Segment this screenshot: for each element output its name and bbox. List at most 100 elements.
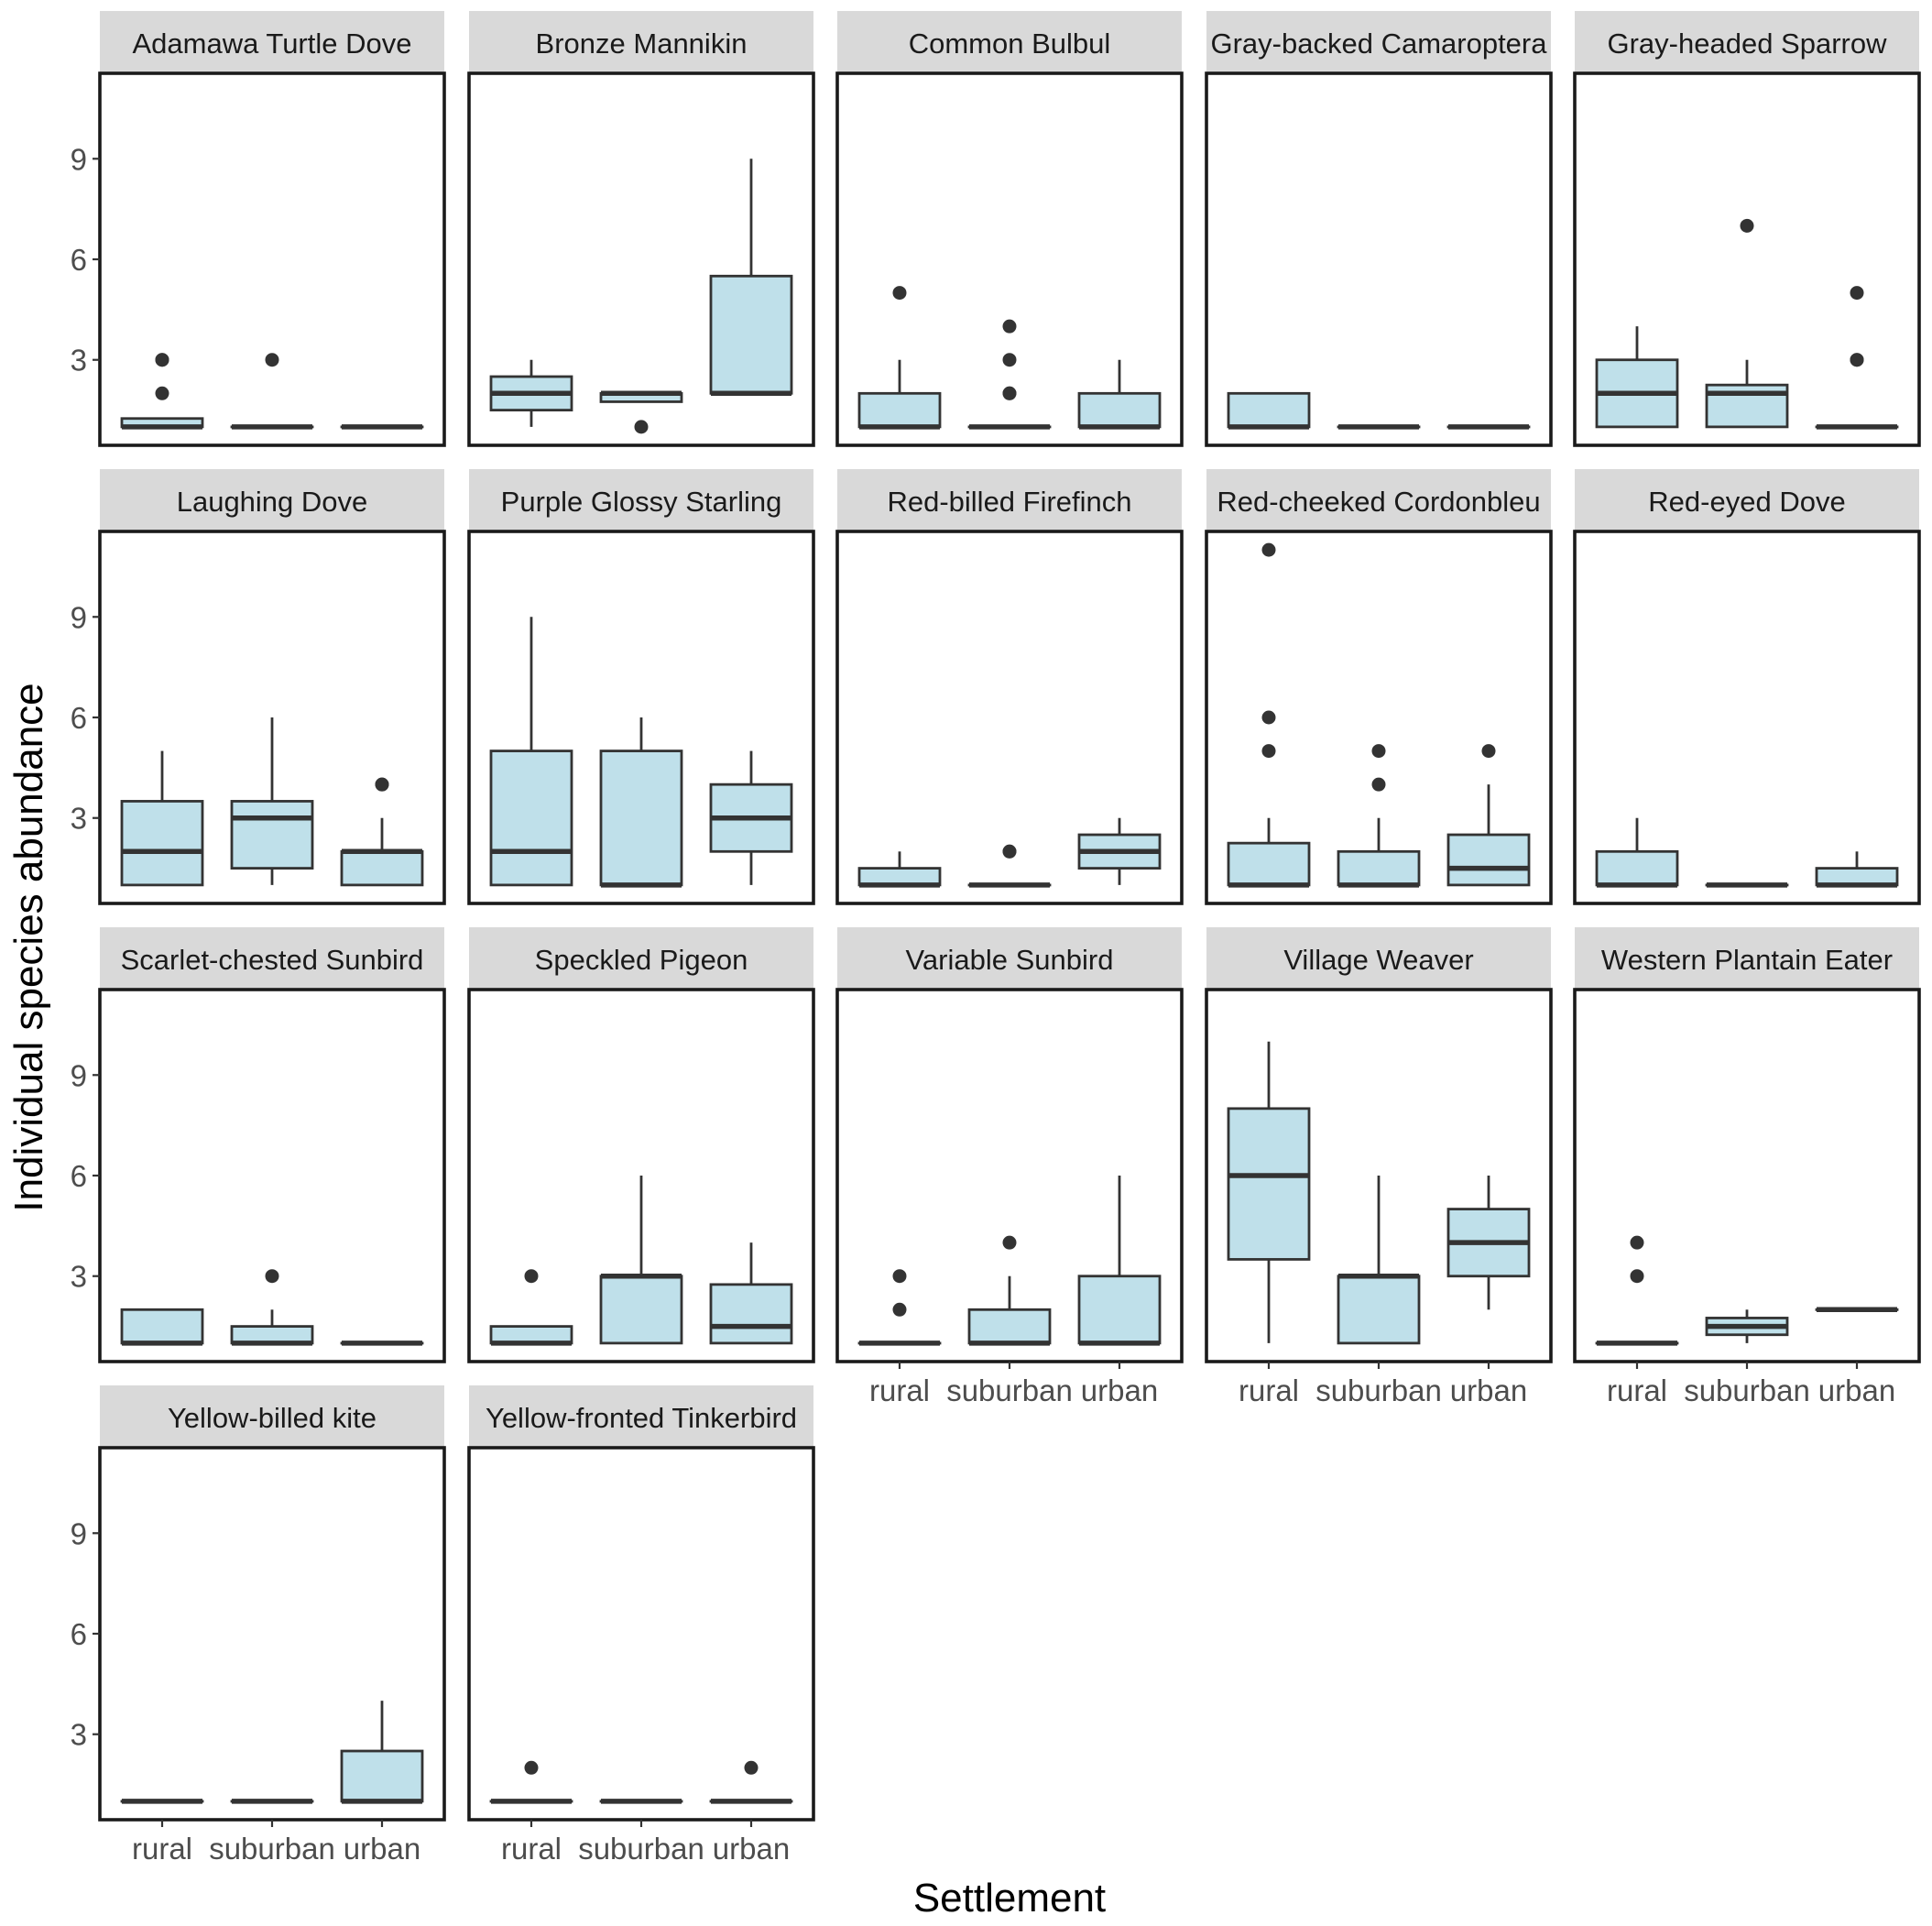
y-tick-label: 3: [71, 802, 87, 836]
box-rural: [489, 1269, 573, 1346]
facet-panel: Gray-backed Camaroptera: [1205, 11, 1553, 447]
box-suburban: [599, 717, 683, 888]
x-tick-label: suburban: [578, 1832, 704, 1866]
outlier-point: [155, 386, 169, 400]
box-urban: [709, 1242, 793, 1345]
box-rural: [1595, 326, 1679, 429]
box-rural: [120, 750, 204, 887]
facet-strip: [1206, 469, 1551, 531]
outlier-point: [1261, 542, 1276, 557]
y-tick-label: 9: [71, 142, 87, 176]
x-tick-label: urban: [1450, 1373, 1527, 1407]
facet-title: Purple Glossy Starling: [501, 486, 782, 518]
box-suburban: [599, 1176, 683, 1345]
facet-strip: [100, 927, 444, 990]
y-tick-label: 3: [71, 1718, 87, 1752]
facet-panel: Laughing Dove 3 6 9: [71, 469, 446, 905]
y-tick-label: 3: [71, 1260, 87, 1294]
facet-title: Variable Sunbird: [906, 944, 1114, 976]
facet-panel: Village Weaver rural suburban urban: [1205, 927, 1553, 1407]
facet-title: Red-cheeked Cordonbleu: [1217, 486, 1540, 518]
facet-panel: Yellow-fronted Tinkerbird rural suburban ur…: [467, 1385, 815, 1866]
iqr-box: [1337, 849, 1421, 887]
outlier-point: [892, 286, 907, 301]
outlier-point: [1261, 710, 1276, 725]
facet-strip: [1206, 11, 1551, 73]
panel-background: [1206, 73, 1551, 445]
box-rural: [1595, 817, 1679, 888]
panel-border: [1205, 71, 1553, 447]
box-rural: [120, 1308, 204, 1346]
box-urban: [709, 750, 793, 885]
y-tick-label: 9: [71, 1516, 87, 1550]
outlier-point: [1002, 386, 1017, 400]
panels-layer: Adamawa Turtle Dove 3 6 9 Bronze Mannikin Com…: [71, 11, 1921, 1866]
panel-border: [467, 71, 815, 447]
iqr-box: [340, 1749, 424, 1803]
outlier-point: [892, 1269, 907, 1284]
box-urban: [1446, 744, 1531, 887]
box-suburban: [1705, 218, 1789, 429]
y-tick-label: 6: [71, 243, 87, 277]
facet-panel: Bronze Mannikin: [467, 11, 815, 447]
facet-panel: Red-cheeked Cordonbleu: [1205, 469, 1553, 905]
outlier-point: [375, 777, 389, 792]
facet-panel: Red-eyed Dove: [1573, 469, 1921, 905]
iqr-box: [120, 1308, 204, 1345]
box-rural: [489, 1760, 573, 1804]
facet-title: Speckled Pigeon: [535, 944, 748, 976]
box-suburban: [967, 319, 1052, 430]
box-urban: [1815, 851, 1899, 888]
outlier-point: [1481, 744, 1496, 759]
facet-title: Common Bulbul: [909, 27, 1111, 60]
box-suburban: [1337, 744, 1421, 888]
box-suburban: [599, 390, 683, 434]
box-urban: [1077, 817, 1162, 885]
facet-strip: [837, 927, 1182, 990]
x-tick-label: suburban: [1315, 1373, 1442, 1407]
panel-background: [1575, 990, 1919, 1362]
x-tick-label: urban: [1818, 1373, 1895, 1407]
outlier-point: [1371, 744, 1386, 759]
outlier-point: [524, 1269, 539, 1284]
facet-title: Yellow-billed kite: [168, 1402, 377, 1434]
box-suburban: [1705, 1309, 1789, 1343]
x-tick-label: rural: [132, 1832, 192, 1866]
facet-strip: [469, 1385, 813, 1448]
facet-strip: [1575, 11, 1919, 73]
facet-panel: Purple Glossy Starling: [467, 469, 815, 905]
panel-border: [1205, 530, 1553, 905]
facet-title: Adamawa Turtle Dove: [133, 27, 412, 60]
iqr-box: [1227, 1107, 1311, 1261]
iqr-box: [340, 849, 424, 887]
facet-title: Scarlet-chested Sunbird: [121, 944, 424, 976]
facet-title: Gray-backed Camaroptera: [1211, 27, 1548, 60]
y-tick-label: 9: [71, 1058, 87, 1092]
box-suburban: [967, 844, 1052, 888]
facet-strip: [837, 469, 1182, 531]
panel-border: [1573, 71, 1921, 447]
facet-strip: [1206, 927, 1551, 990]
box-urban: [1077, 1176, 1162, 1346]
panel-border: [467, 988, 815, 1363]
panel-border: [467, 530, 815, 905]
facet-strip: [469, 927, 813, 990]
outlier-point: [1002, 353, 1017, 367]
iqr-box: [1077, 391, 1162, 429]
box-rural: [857, 1269, 942, 1346]
box-urban: [1077, 359, 1162, 430]
iqr-box: [599, 750, 683, 887]
facet-strip: [100, 469, 444, 531]
facet-panel: Scarlet-chested Sunbird 3 6 9: [71, 927, 446, 1363]
panel-background: [1575, 531, 1919, 903]
facet-strip: [1575, 469, 1919, 531]
box-suburban: [967, 1235, 1052, 1346]
x-tick-label: rural: [1607, 1373, 1667, 1407]
y-tick-label: 3: [71, 344, 87, 378]
panel-border: [1573, 530, 1921, 905]
panel-border: [835, 530, 1184, 905]
facet-strip: [100, 11, 444, 73]
iqr-box: [1595, 849, 1679, 887]
box-urban: [1815, 286, 1899, 430]
panel-background: [100, 990, 444, 1362]
